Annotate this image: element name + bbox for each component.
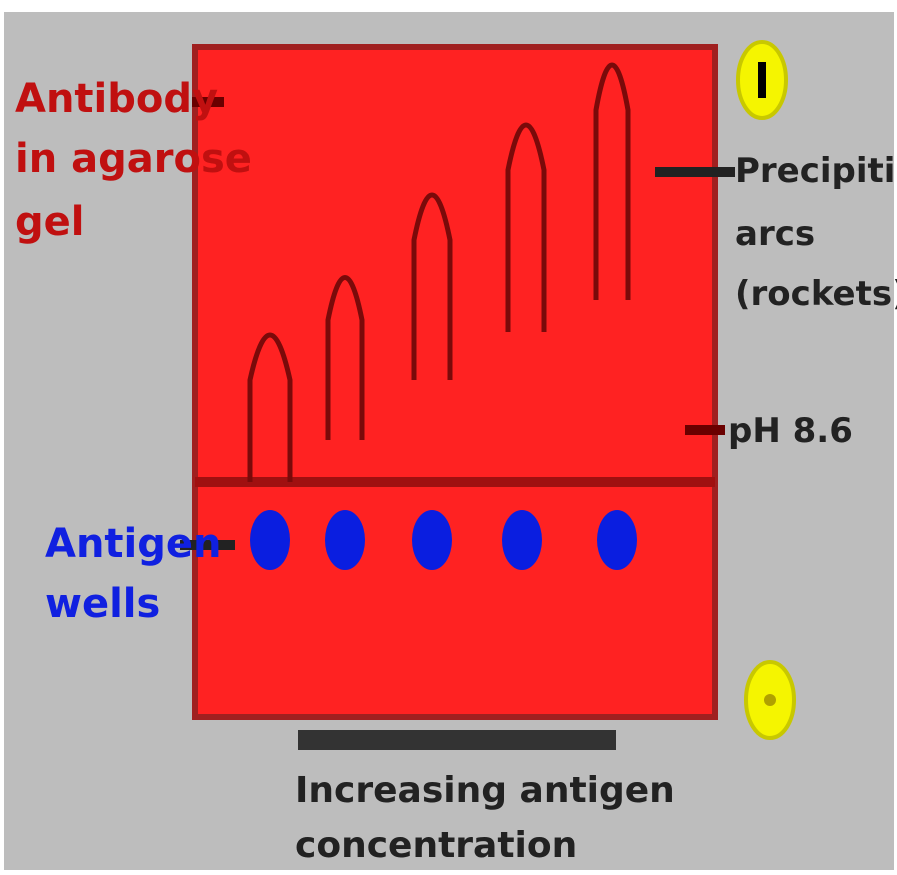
label-line: in agarose [15, 136, 252, 182]
well [597, 510, 637, 570]
label-line: (rockets) [735, 274, 897, 314]
label-line: Increasing antigen [295, 770, 675, 811]
electrode-sign [764, 694, 776, 706]
label-line: Antibody [15, 76, 218, 122]
label-line: Precipitin [735, 151, 897, 191]
label-line: concentration [295, 825, 577, 866]
gradient-bar [298, 730, 616, 750]
diagram: Antibody in agarose gel Precipitin arcs … [0, 0, 897, 875]
label-line: wells [45, 581, 160, 627]
well [250, 510, 290, 570]
label-line: arcs [735, 214, 815, 254]
well [325, 510, 365, 570]
label-line: gel [15, 199, 84, 245]
label-line: Antigen [45, 521, 222, 567]
page: {"labels": { "antibody": ["Antibody", "i… [0, 0, 897, 875]
electrode-top [738, 42, 786, 118]
electrode-sign [758, 62, 766, 98]
ph-label: pH 8.6 [728, 411, 853, 451]
gel [195, 47, 715, 717]
electrode-bottom [746, 662, 794, 738]
well [502, 510, 542, 570]
well [412, 510, 452, 570]
